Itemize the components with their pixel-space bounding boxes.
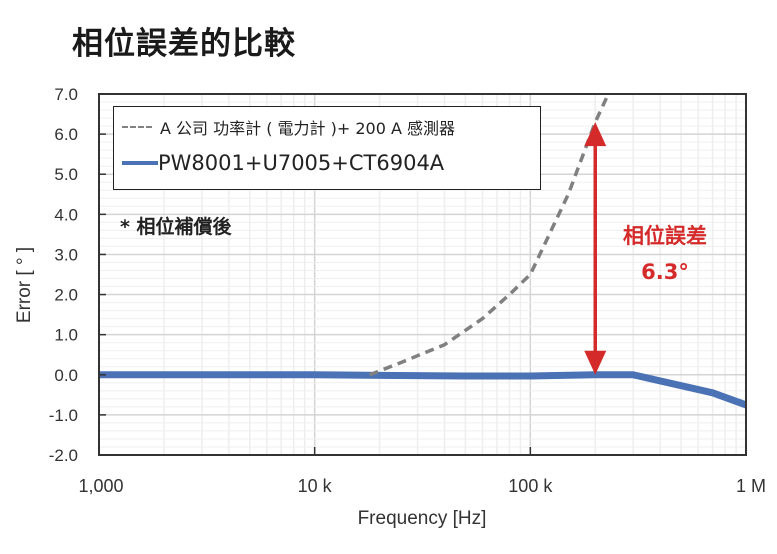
svg-text:7.0: 7.0 [54, 85, 78, 104]
legend-label-competitor: A 公司 功率計 ( 電力計 )+ 200 A 感測器 [160, 119, 456, 138]
svg-text:6.0: 6.0 [54, 125, 78, 144]
svg-text:-2.0: -2.0 [49, 446, 78, 465]
solid-line-swatch-icon [122, 161, 158, 165]
plot-frame [98, 93, 747, 456]
series-lines [99, 94, 746, 409]
svg-text:1 M: 1 M [736, 476, 766, 496]
svg-text:4.0: 4.0 [54, 205, 78, 224]
phase-error-annotation: 相位誤差 6.3° [610, 220, 720, 284]
legend-item-competitor: A 公司 功率計 ( 電力計 )+ 200 A 感測器 [122, 115, 455, 139]
svg-text:1.0: 1.0 [54, 326, 78, 345]
phase-compensation-note: * 相位補償後 [120, 216, 232, 238]
dashed-line-swatch-icon [122, 126, 152, 128]
x-axis-ticks: 1,000 10 k 100 k 1 M [78, 447, 766, 496]
svg-text:10 k: 10 k [298, 476, 333, 496]
phase-error-arrow [584, 122, 607, 375]
svg-text:5.0: 5.0 [54, 165, 78, 184]
svg-text:0.0: 0.0 [54, 366, 78, 385]
legend-label-pw8001: PW8001+U7005+CT6904A [158, 151, 445, 175]
svg-text:2.0: 2.0 [54, 286, 78, 305]
annotation-value: 6.3° [641, 260, 689, 284]
y-axis-label: Error [ ° ] [14, 247, 35, 323]
svg-text:3.0: 3.0 [54, 245, 78, 264]
y-axis-ticks: 7.0 6.0 5.0 4.0 3.0 2.0 1.0 0.0 -1.0 -2.0 [49, 85, 106, 465]
legend: A 公司 功率計 ( 電力計 )+ 200 A 感測器 PW8001+U7005… [113, 106, 541, 190]
annotation-label: 相位誤差 [623, 224, 707, 248]
legend-item-pw8001: PW8001+U7005+CT6904A [122, 151, 444, 175]
svg-text:-1.0: -1.0 [49, 406, 78, 425]
svg-text:1,000: 1,000 [78, 476, 123, 496]
x-axis-label: Frequency [Hz] [358, 508, 487, 529]
svg-text:100 k: 100 k [508, 476, 553, 496]
chart-title: 相位誤差的比較 [72, 26, 296, 62]
